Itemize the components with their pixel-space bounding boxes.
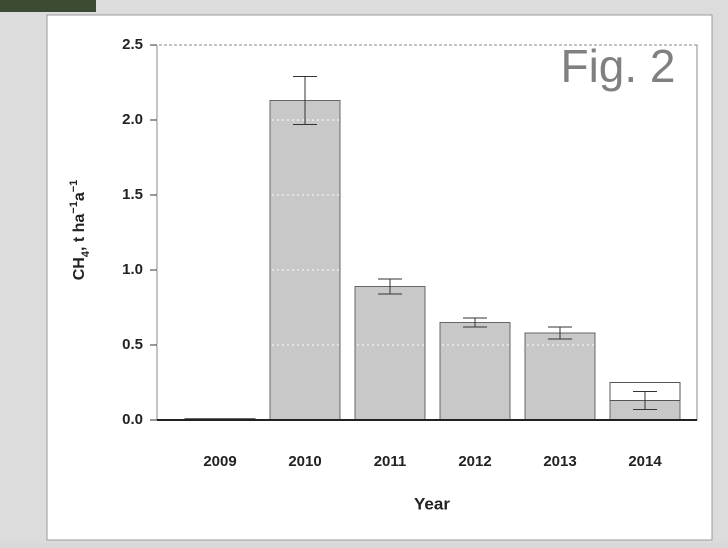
y-label-part: −1: [68, 180, 80, 193]
annotation: Fig. 2: [560, 40, 675, 92]
y-tick-label: 0.5: [122, 336, 143, 353]
error-bar: [293, 76, 317, 125]
bar: [524, 332, 596, 421]
error-bar: [633, 391, 657, 410]
y-tick-label: 1.5: [122, 186, 143, 203]
x-tick-label: 2012: [458, 453, 491, 470]
y-label-part: a: [71, 192, 88, 201]
error-bar: [378, 278, 402, 295]
x-axis-label: Year: [414, 494, 450, 513]
x-tick-label: 2009: [203, 453, 236, 470]
y-tick-label: 0.0: [122, 411, 143, 428]
bar: [354, 286, 426, 421]
y-axis-label: CH4, t ha−1a−1: [68, 180, 92, 281]
x-tick-label: 2014: [628, 453, 662, 470]
y-tick-label: 2.0: [122, 111, 143, 128]
error-bar: [548, 326, 572, 340]
x-tick-label: 2010: [288, 453, 321, 470]
bar: [439, 322, 511, 421]
error-bar: [463, 317, 487, 328]
x-tick-label: 2013: [543, 453, 576, 470]
y-label-part: 4: [80, 250, 92, 257]
y-label-part: CH: [71, 257, 88, 280]
panel: [46, 14, 713, 541]
bar: [269, 100, 341, 421]
y-tick-label: 2.5: [122, 36, 143, 53]
header-strip: [0, 0, 96, 12]
x-tick-label: 2011: [374, 453, 407, 470]
y-tick-label: 1.0: [122, 261, 143, 278]
y-label-part: −1: [68, 201, 80, 214]
y-label-part: , t ha: [71, 214, 88, 251]
